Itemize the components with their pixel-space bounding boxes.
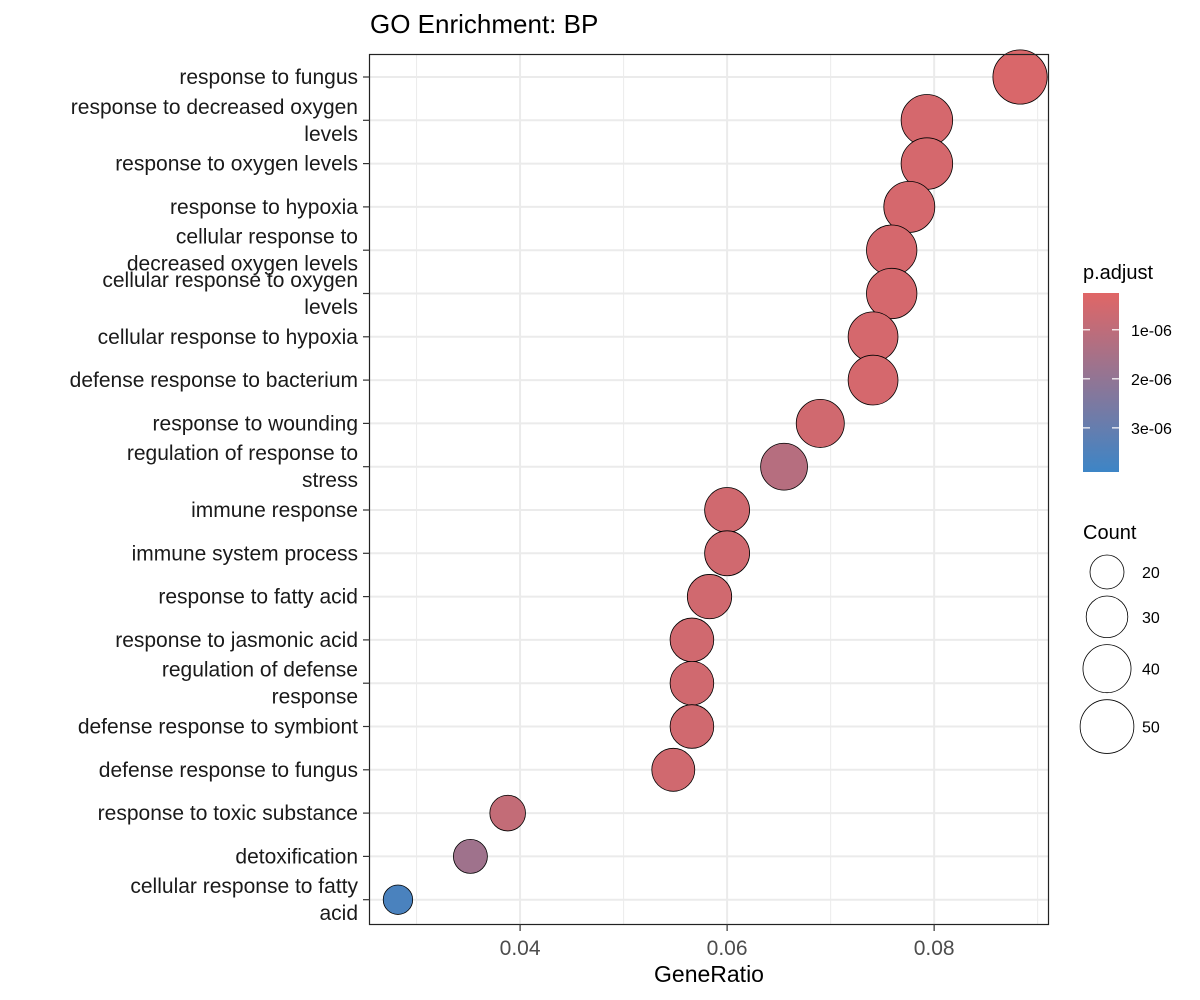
y-tick-label: cellular response to decreased oxygen lev… <box>127 226 358 276</box>
chart-title: GO Enrichment: BP <box>370 9 598 39</box>
colorbar-label: 2e-06 <box>1131 372 1172 389</box>
y-tick-label: response to oxygen levels <box>115 153 358 176</box>
y-tick-label: defense response to symbiont <box>78 716 358 739</box>
count-legend-label: 30 <box>1142 610 1160 627</box>
p-adjust-legend-title: p.adjust <box>1083 262 1153 284</box>
data-point <box>847 311 899 363</box>
data-point <box>489 794 526 832</box>
y-tick-label: response to decreased oxygen levels <box>71 96 358 146</box>
p-adjust-colorbar <box>1083 293 1119 472</box>
y-tick-label: cellular response to oxygen levels <box>102 269 358 319</box>
count-legend-label: 40 <box>1142 662 1160 679</box>
colorbar-label: 3e-06 <box>1131 421 1172 438</box>
x-axis-title: GeneRatio <box>654 961 764 987</box>
plot-panel-border <box>368 53 1050 926</box>
y-tick-label: response to fungus <box>179 66 358 89</box>
data-point <box>669 704 715 749</box>
data-point <box>686 574 733 620</box>
colorbar-label: 1e-06 <box>1131 323 1172 340</box>
count-legend-label: 20 <box>1142 565 1160 582</box>
y-tick-label: response to jasmonic acid <box>115 629 358 652</box>
count-legend-key <box>1082 644 1132 694</box>
data-point <box>669 617 715 663</box>
y-tick-label: response to fatty acid <box>158 586 358 609</box>
p-adjust-legend: p.adjust 1e-06 2e-06 3e-06 <box>1083 262 1172 472</box>
data-point <box>669 660 715 706</box>
count-legend-key <box>1079 699 1135 754</box>
data-point <box>866 224 918 276</box>
y-tick-label: immune system process <box>132 542 358 565</box>
count-legend-key <box>1089 554 1125 590</box>
data-point <box>795 398 845 448</box>
y-tick-label: defense response to fungus <box>99 759 358 782</box>
y-tick-label: regulation of defense response <box>162 659 358 709</box>
x-axis: 0.04 0.06 0.08 <box>500 924 955 960</box>
count-legend: Count 20 30 40 50 <box>1079 522 1160 754</box>
y-tick-label: regulation of response to stress <box>127 442 358 492</box>
data-point <box>847 354 899 406</box>
count-legend-key <box>1085 595 1129 639</box>
data-point <box>651 747 696 792</box>
data-point <box>992 49 1048 105</box>
y-tick-label: response to wounding <box>153 412 358 435</box>
count-legend-title: Count <box>1083 522 1137 544</box>
data-point <box>704 530 750 577</box>
data-points <box>382 49 1048 915</box>
x-tick-label: 0.04 <box>500 937 541 960</box>
x-tick-label: 0.06 <box>707 937 748 960</box>
y-tick-label: response to toxic substance <box>98 802 358 825</box>
y-tick-label: cellular response to hypoxia <box>98 326 359 349</box>
y-tick-label: detoxification <box>235 845 358 868</box>
data-point <box>453 839 488 874</box>
y-tick-label: defense response to bacterium <box>70 369 358 392</box>
count-legend-label: 50 <box>1142 720 1160 737</box>
x-tick-label: 0.08 <box>914 937 955 960</box>
y-tick-label: response to hypoxia <box>170 196 358 219</box>
data-point <box>760 442 808 491</box>
plot-grid <box>370 55 1048 924</box>
y-tick-label: cellular response to fatty acid <box>130 875 358 925</box>
y-axis: response to fungus response to decreased … <box>70 66 370 925</box>
data-point <box>382 884 414 915</box>
y-tick-label: immune response <box>191 499 358 522</box>
data-point <box>704 487 750 533</box>
data-point <box>866 267 918 320</box>
